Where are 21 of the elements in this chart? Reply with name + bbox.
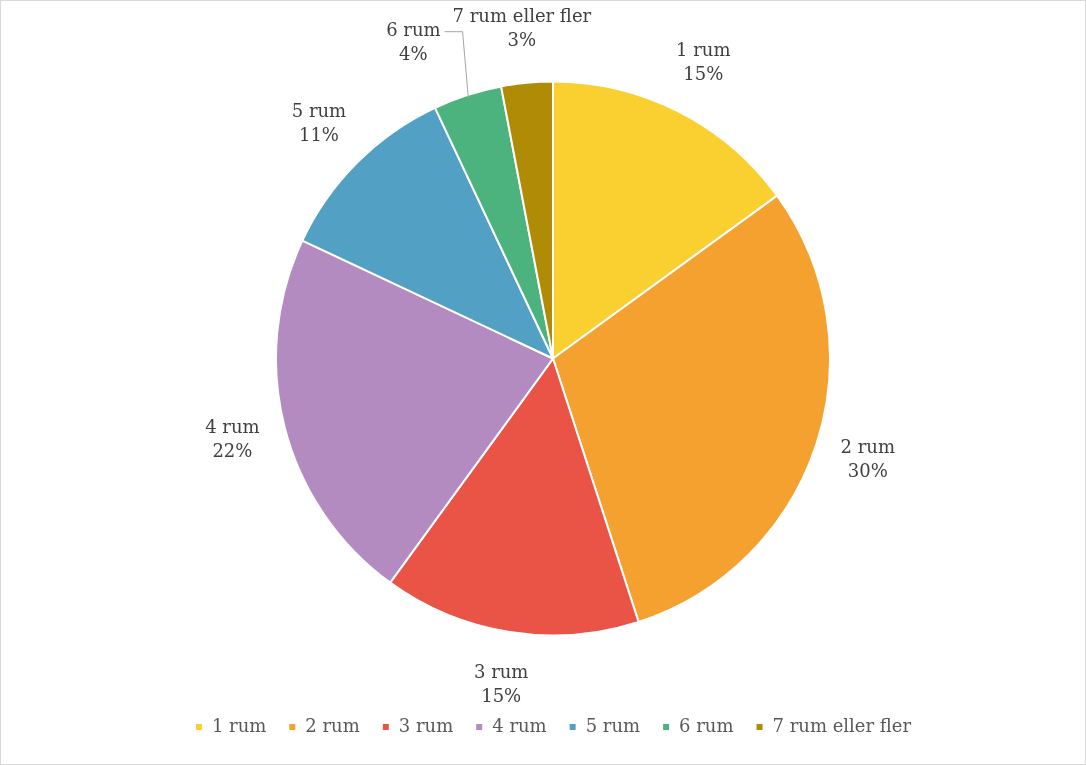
slice-label: 7 rum eller fler <box>452 4 592 26</box>
data-label: 30% <box>847 460 888 482</box>
slice-label: 1 rum <box>676 39 731 61</box>
data-label: 11% <box>298 124 339 146</box>
slice-label: 4 rum <box>205 416 260 438</box>
slice-label: 3 rum <box>473 661 529 683</box>
data-label: 22% <box>212 440 253 462</box>
slice-label: 6 rum <box>386 19 441 41</box>
legend-label: 4 rum <box>492 714 547 736</box>
data-label: 15% <box>481 685 522 707</box>
legend-label: 3 rum <box>398 714 454 736</box>
slice-label: 2 rum <box>840 436 896 458</box>
slice-label: 5 rum <box>291 100 347 122</box>
data-label: 3% <box>507 28 537 50</box>
legend-label: 6 rum <box>679 714 734 736</box>
data-label: 15% <box>683 63 724 85</box>
legend-label: 2 rum <box>305 714 360 736</box>
legend-label: 7 rum eller fler <box>772 714 912 736</box>
legend-label: 1 rum <box>211 714 267 736</box>
legend-label: 5 rum <box>585 714 641 736</box>
data-label: 4% <box>399 43 428 65</box>
